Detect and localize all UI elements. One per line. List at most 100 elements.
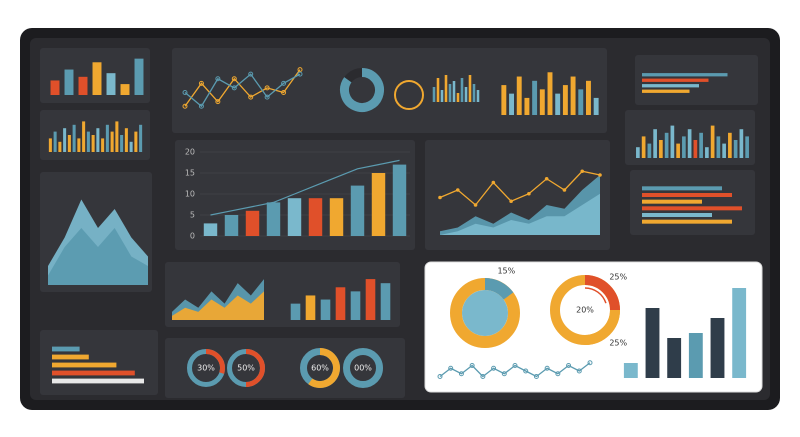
bar — [124, 128, 128, 152]
bar — [728, 132, 732, 158]
bar — [623, 363, 638, 378]
bar — [203, 223, 218, 236]
bar — [693, 140, 698, 158]
point — [248, 94, 254, 100]
line — [439, 362, 591, 378]
point — [480, 374, 486, 379]
hbar — [642, 206, 742, 211]
bar — [48, 138, 52, 152]
line — [184, 73, 301, 108]
bar — [106, 73, 116, 95]
point — [555, 371, 561, 377]
bar — [699, 132, 703, 158]
point — [297, 67, 303, 73]
gauge-label: 30% — [197, 364, 215, 373]
gauge-label: 25% — [609, 272, 627, 281]
y-tick-label: 20 — [185, 148, 195, 157]
bar — [380, 283, 391, 320]
bar — [371, 173, 386, 236]
bar — [722, 143, 726, 158]
bar — [365, 279, 376, 320]
point — [501, 371, 507, 377]
point — [215, 99, 221, 105]
point — [264, 94, 270, 100]
point — [509, 199, 513, 204]
bar — [110, 131, 114, 152]
bar — [710, 125, 715, 158]
bar — [468, 75, 472, 102]
bar — [58, 141, 62, 152]
bar — [436, 78, 440, 102]
bar — [636, 147, 640, 158]
bar — [308, 198, 323, 236]
point — [182, 103, 188, 109]
bar — [287, 198, 302, 236]
bar — [676, 143, 680, 158]
gauge-segment — [205, 349, 225, 374]
bar — [329, 198, 344, 236]
bar — [664, 132, 669, 158]
y-tick-label: 0 — [190, 232, 195, 241]
inner-arc — [584, 287, 607, 304]
bar — [440, 90, 444, 102]
bar — [687, 129, 692, 158]
bar — [501, 85, 507, 115]
bar — [64, 69, 74, 95]
hbar — [642, 84, 699, 88]
gauge-label: 00% — [354, 364, 372, 373]
point — [473, 203, 478, 207]
bar — [562, 85, 568, 115]
bar — [432, 87, 436, 102]
bar — [570, 76, 576, 115]
point — [566, 363, 572, 368]
bar — [129, 141, 133, 152]
gauge-label: 15% — [497, 267, 515, 276]
bar — [645, 308, 660, 378]
y-tick-label: 10 — [185, 190, 195, 199]
gauge-label: 25% — [609, 339, 627, 348]
bar — [92, 62, 102, 95]
bar — [547, 72, 553, 115]
bar — [53, 131, 57, 152]
point — [281, 80, 287, 86]
point — [455, 188, 460, 192]
point — [182, 90, 188, 95]
bar — [516, 76, 522, 115]
hbar — [52, 362, 117, 368]
point — [598, 173, 602, 177]
bar — [710, 318, 725, 378]
bar — [105, 124, 109, 152]
charts: 0 5 10 15 20 30% 50% 60% 00% 15% 25% 25% 20% — [48, 58, 749, 388]
point — [512, 363, 518, 368]
point — [198, 103, 204, 109]
bar — [593, 97, 599, 115]
point — [562, 188, 567, 192]
center-label: 20% — [576, 306, 594, 315]
gauge-label: 60% — [311, 364, 329, 373]
bar — [448, 84, 452, 102]
trend-line — [210, 159, 400, 216]
point — [198, 80, 204, 86]
bar — [139, 124, 143, 152]
bar — [224, 215, 239, 236]
bar — [705, 147, 709, 158]
bar — [653, 129, 657, 158]
point — [231, 85, 237, 91]
area — [172, 291, 264, 320]
bar — [667, 338, 682, 378]
bar — [50, 80, 60, 95]
gauge-track — [343, 348, 383, 388]
point — [231, 76, 237, 82]
gauge-segment — [484, 278, 514, 300]
area — [440, 193, 600, 235]
bar — [524, 97, 530, 115]
bar — [578, 89, 584, 115]
bar — [472, 84, 476, 102]
point — [448, 365, 454, 371]
bar — [67, 135, 71, 152]
hbar — [52, 378, 144, 384]
bar — [456, 93, 460, 102]
line — [184, 69, 301, 107]
point — [544, 176, 549, 181]
hbar — [642, 199, 702, 204]
